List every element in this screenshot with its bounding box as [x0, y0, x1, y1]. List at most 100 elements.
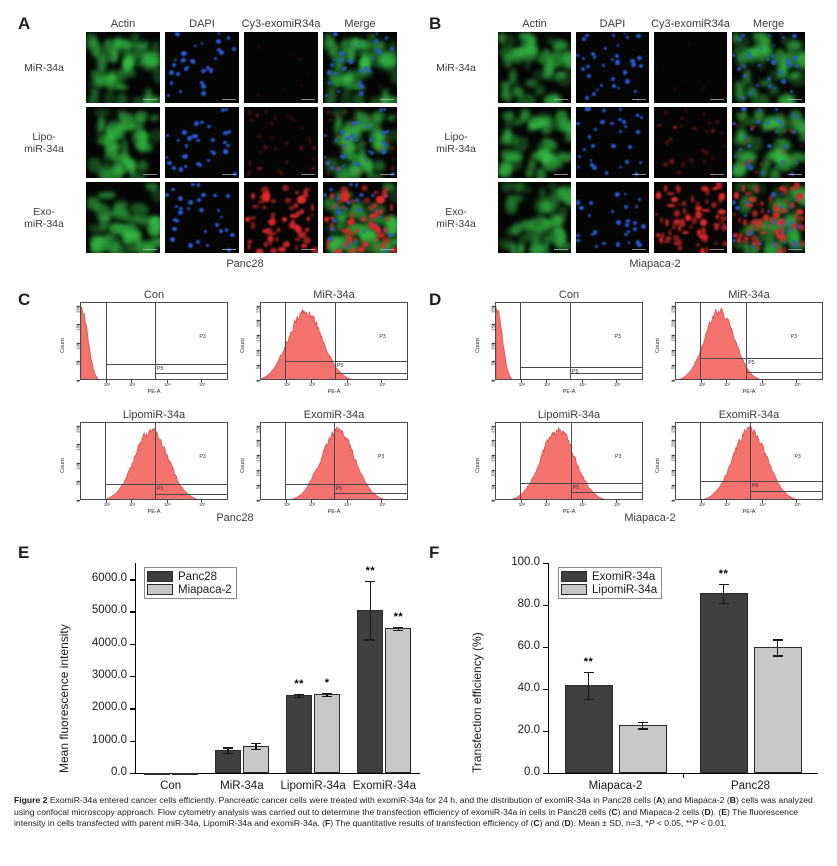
flow-x-tick: 10⁵ — [614, 382, 621, 387]
micro-cell-image — [323, 107, 397, 178]
flow-gate-label-p3: P3 — [614, 334, 621, 341]
error-bar — [298, 693, 300, 697]
error-bar-cap-bottom — [322, 695, 333, 697]
flow-y-tickmark — [257, 500, 260, 501]
y-tick-label: 0.0 — [111, 766, 127, 778]
flow-x-axis-label: PE-A — [562, 509, 576, 515]
flow-gate-p5-bottom — [155, 373, 227, 375]
flow-y-tick: 200 — [75, 305, 81, 313]
flow-gate-p5-bottom — [750, 490, 822, 492]
flow-x-tick: 10³ — [543, 502, 551, 507]
flow-x-tickmark — [700, 500, 702, 503]
flow-x-axis-label: PE-A — [742, 389, 756, 395]
flow-plot-area: P3 P5 — [675, 302, 823, 380]
caption-text-3: ) cells was analyzed using confocal micr… — [14, 795, 813, 817]
flow-x-tick: 10⁴ — [164, 382, 171, 387]
flow-gate-vertical-1 — [155, 303, 156, 379]
flow-y-tickmark — [257, 335, 260, 337]
flow-x-axis-label: PE-A — [147, 389, 161, 395]
x-tick-label: Panc28 — [730, 780, 770, 792]
caption-ref-f: F — [324, 818, 331, 829]
legend-entry-0: ExomiR-34a — [561, 570, 657, 583]
scale-bar — [632, 98, 646, 100]
legend-swatch — [147, 571, 173, 582]
flow-y-tickmark — [77, 324, 80, 326]
flow-y-tickmark — [672, 320, 675, 322]
error-bar — [587, 671, 590, 700]
flow-gate-label-p5: P5 — [157, 365, 164, 372]
y-tickmark — [543, 647, 548, 649]
micro-a-group-label: Panc28 — [226, 258, 264, 270]
error-bar-cap-bottom — [393, 629, 404, 631]
scale-bar — [788, 173, 802, 175]
flow-x-tickmark — [616, 500, 618, 503]
error-bar — [227, 747, 229, 753]
flow-y-tickmark — [672, 425, 675, 427]
flow-x-tickmark — [726, 380, 728, 383]
y-axis-title: Mean fluorescence intensity — [57, 624, 71, 773]
flow-y-tick: 200 — [255, 439, 261, 448]
flow-x-tick: 10⁴ — [344, 382, 351, 387]
caption-text-7: ) The quantitative results of transfecti… — [330, 818, 534, 829]
flow-x-tickmark — [381, 380, 383, 383]
caption-text-1: ExomiR-34a entered cancer cells efficien… — [47, 795, 657, 805]
x-tick-label: Con — [160, 780, 182, 792]
flow-gate-p3-bottom — [520, 367, 642, 369]
flow-x-axis-label: PE-A — [327, 389, 341, 395]
flow-y-axis-label: Count — [240, 458, 246, 473]
flow-x-tick: 10³ — [128, 382, 136, 387]
flow-gate-vertical-0 — [520, 423, 522, 499]
caption-text-10: < 0.05, ** — [654, 818, 693, 829]
micro-row-label-0: MiR-34a — [24, 61, 64, 74]
flow-x-tickmark — [201, 380, 203, 383]
flow-gate-vertical-1 — [746, 303, 748, 379]
scale-bar — [301, 98, 315, 100]
flow-y-tick: 50 — [255, 484, 261, 490]
flow-y-tickmark — [77, 500, 80, 501]
flow-gate-p5-bottom — [746, 372, 822, 374]
flow-y-tickmark — [77, 425, 80, 427]
flow-gate-label-p3: P3 — [199, 454, 206, 461]
y-tickmark — [130, 708, 135, 710]
caption-p-italic-1: P — [648, 818, 655, 829]
legend-label: Miapaca-2 — [178, 583, 232, 596]
error-bar — [641, 721, 644, 729]
flow-x-tickmark — [346, 500, 348, 503]
flow-x-tickmark — [700, 380, 702, 383]
significance-marker: ** — [365, 565, 376, 578]
flow-y-tick: 100 — [255, 469, 261, 478]
flow-y-axis-label: Count — [60, 338, 66, 353]
micro-cell-image — [244, 32, 318, 103]
flow-y-tickmark — [672, 485, 675, 487]
flow-x-tickmark — [311, 500, 313, 503]
caption-ref-b: B — [729, 795, 736, 805]
y-tick-label: 4000.0 — [91, 636, 127, 649]
flow-plot: Con P3 P5 Count 0 50 100 150 200 10² 10³ 10⁴ 10⁵ PE-A — [60, 289, 228, 395]
flow-x-axis-label: PE-A — [327, 509, 341, 515]
micro-cell-image — [86, 107, 160, 178]
flow-gate-label-p5: P5 — [335, 486, 342, 493]
micro-cell-image — [732, 107, 805, 178]
error-bar-cap-top — [222, 747, 233, 749]
micro-cell-image — [576, 32, 649, 103]
flow-y-tickmark — [492, 342, 495, 344]
flow-y-tick: 150 — [670, 454, 676, 463]
flow-x-tick: 10⁵ — [614, 502, 621, 507]
flow-y-tick: 200 — [490, 439, 496, 448]
y-tickmark — [130, 740, 135, 743]
flow-gate-label-p3: P3 — [794, 454, 801, 461]
flow-x-tickmark — [546, 380, 548, 383]
flow-x-tickmark — [761, 500, 763, 503]
y-tick-label: 20.0 — [517, 724, 540, 736]
flow-x-tickmark — [285, 380, 287, 383]
flow-x-tick: 10² — [283, 502, 291, 507]
y-tickmark — [130, 676, 135, 678]
micro-cell-image — [165, 182, 239, 253]
flow-gate-label-p3: P3 — [615, 454, 622, 461]
scale-bar — [710, 98, 724, 100]
flow-y-tick: 0 — [491, 500, 496, 510]
scale-bar — [710, 248, 724, 250]
error-bar-cap-top — [250, 742, 261, 745]
scale-bar — [143, 248, 157, 250]
scale-bar — [554, 173, 568, 175]
